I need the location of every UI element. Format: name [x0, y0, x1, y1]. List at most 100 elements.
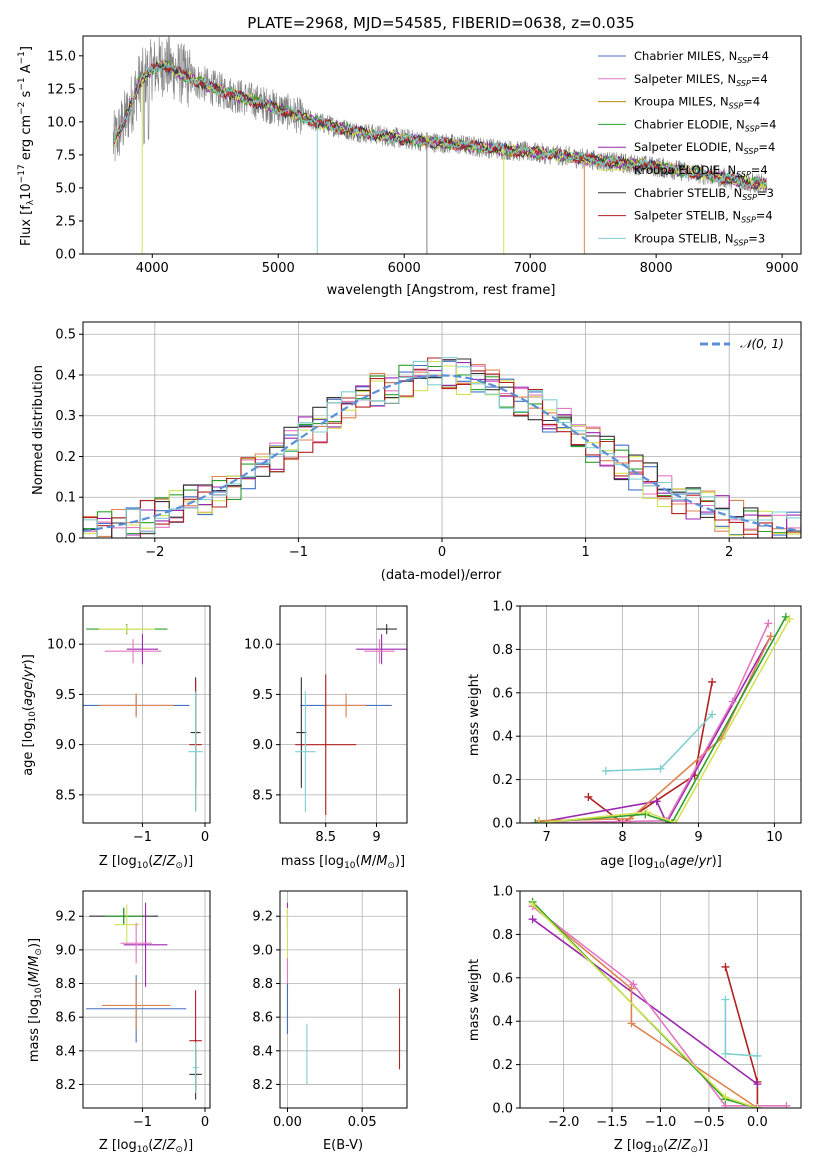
- weight-marker: [584, 792, 593, 801]
- residuals-ytick-label: 0.4: [55, 368, 76, 383]
- spectrum-ytick-label: 15.0: [47, 49, 76, 64]
- weight-vs-age-ytick-label: 0.2: [492, 773, 513, 788]
- age-vs-Z-xtick-label: −1: [133, 830, 152, 845]
- spectrum-xtick-label: 6000: [388, 261, 421, 276]
- age-vs-Z-xtick-label: 0: [201, 830, 209, 845]
- spectrum-model-line: [114, 61, 767, 190]
- ageZ-xlabel: Z [log10(Z/Z⊙)]: [99, 854, 193, 871]
- weight-marker: [782, 1101, 791, 1108]
- spectrum-ytick-label: 7.5: [55, 148, 76, 163]
- mass-vs-ebv-ytick-label: 8.2: [252, 1078, 273, 1093]
- spectrum-title: PLATE=2968, MJD=54585, FIBERID=0638, z=0…: [247, 14, 634, 32]
- legend-label: Salpeter STELIB, NSSP=4: [634, 209, 773, 225]
- residuals-legend: 𝒩(0, 1): [700, 337, 784, 351]
- spectrum-xtick-label: 8000: [640, 261, 673, 276]
- weight-vs-age-xtick-label: 10: [766, 830, 783, 845]
- wage-ylabel: mass weight: [467, 674, 482, 756]
- legend-label: Salpeter MILES, NSSP=4: [634, 72, 768, 88]
- residuals-xtick-label: −1: [289, 545, 308, 560]
- spectrum-ytick-label: 2.5: [55, 214, 76, 229]
- ageZ-ylabel: age [log10(age/yr)]: [21, 654, 38, 776]
- age-vs-mass-points: [295, 624, 407, 815]
- wZ-xlabel: Z [log10(Z/Z⊙)]: [614, 1138, 708, 1155]
- mass-vs-ebv-ytick-label: 9.0: [252, 943, 273, 958]
- weight-marker: [601, 766, 610, 775]
- weight-vs-Z-ytick-label: 0.2: [492, 1058, 513, 1073]
- residuals-ytick-label: 0.2: [55, 450, 76, 465]
- age-vs-Z-ytick-label: 9.5: [55, 688, 76, 703]
- spectrum-model-line: [114, 60, 767, 190]
- age-vs-mass-xtick-label: 9: [372, 830, 380, 845]
- mass-vs-ebv-points: [286, 902, 401, 1085]
- mass-vs-Z-xtick-label: 0: [201, 1115, 209, 1130]
- age-vs-mass-xtick-label: 8.5: [315, 830, 336, 845]
- mass-vs-Z-ytick-label: 8.8: [55, 977, 76, 992]
- mass-vs-Z-ytick-label: 8.4: [55, 1044, 76, 1059]
- mass-vs-ebv-frame: [279, 890, 408, 1109]
- legend-label: Chabrier MILES, NSSP=4: [634, 49, 769, 65]
- mass-vs-Z-xtick-label: −1: [133, 1115, 152, 1130]
- mass-vs-ebv-ytick-label: 9.2: [252, 910, 273, 925]
- weight-marker: [627, 984, 636, 993]
- spectrum-ylabel: Flux [fλ10−17 erg cm−2 s−1 A−1]: [17, 46, 36, 246]
- weight-line: [532, 918, 758, 1085]
- weight-vs-Z-xtick-label: 0.0: [747, 1115, 768, 1130]
- weight-marker: [753, 1051, 762, 1060]
- spectrum-ytick-label: 0.0: [55, 248, 76, 263]
- weight-line: [532, 905, 787, 1107]
- weight-vs-age-xtick-label: 7: [542, 830, 550, 845]
- mass-vs-ebv-xtick-label: 0.00: [273, 1115, 302, 1130]
- age-vs-mass-ytick-label: 9.0: [252, 738, 273, 753]
- weight-vs-Z-xtick-label: −1.0: [645, 1115, 677, 1130]
- weight-vs-age-ytick-label: 0.6: [492, 686, 513, 701]
- weight-marker: [528, 915, 537, 924]
- wZ-ylabel: mass weight: [467, 959, 482, 1041]
- weight-marker: [531, 819, 540, 823]
- weight-line: [724, 966, 759, 1108]
- weight-vs-age-ytick-label: 1.0: [492, 600, 513, 615]
- residual-hist-line: [83, 357, 801, 538]
- weight-vs-Z-xtick-label: −2.0: [548, 1115, 580, 1130]
- grid-lines: [83, 322, 801, 1109]
- residuals-xtick-label: −2: [145, 545, 164, 560]
- weight-marker: [642, 808, 651, 817]
- legend-label: Kroupa ELODIE, NSSP=4: [634, 163, 768, 179]
- age-vs-mass-ytick-label: 8.5: [252, 788, 273, 803]
- weight-marker: [667, 819, 676, 823]
- weight-vs-Z-ytick-label: 0.6: [492, 971, 513, 986]
- legend-label: Salpeter ELODIE, NSSP=4: [634, 140, 775, 156]
- weight-marker: [627, 1019, 636, 1028]
- weight-marker: [721, 962, 730, 971]
- residuals-ylabel: Normed distribution: [31, 365, 46, 495]
- data-marks: [83, 36, 801, 1108]
- weight-marker: [764, 619, 773, 628]
- spectrum-ytick-label: 10.0: [47, 115, 76, 130]
- weight-marker: [656, 764, 665, 773]
- weight-marker: [728, 697, 737, 706]
- residuals-xtick-label: 0: [438, 545, 446, 560]
- age-vs-Z-ytick-label: 9.0: [55, 738, 76, 753]
- weight-marker: [528, 900, 537, 909]
- weight-vs-age-xtick-label: 9: [694, 830, 702, 845]
- residuals-xlabel: (data-model)/error: [381, 568, 502, 583]
- residuals-xtick-label: 1: [581, 545, 589, 560]
- weight-marker: [708, 677, 717, 686]
- weight-vs-Z-xtick-label: −0.5: [693, 1115, 725, 1130]
- age-vs-Z-frame: [82, 605, 211, 824]
- weight-marker: [753, 1080, 762, 1089]
- weight-vs-Z-ytick-label: 0.8: [492, 928, 513, 943]
- spectrum-lines: [112, 36, 768, 254]
- mass-vs-Z-ytick-label: 9.0: [55, 943, 76, 958]
- legend-label: Kroupa MILES, NSSP=4: [634, 95, 760, 111]
- massZ-xlabel: Z [log10(Z/Z⊙)]: [99, 1138, 193, 1155]
- weight-line: [724, 999, 758, 1057]
- age-vs-Z-ytick-label: 10.0: [47, 638, 76, 653]
- spectrum-xlabel: wavelength [Angstrom, rest frame]: [327, 283, 556, 298]
- weight-vs-age-frame: [519, 605, 802, 824]
- weight-vs-age-lines: [531, 612, 794, 823]
- mass-vs-ebv-ytick-label: 8.8: [252, 977, 273, 992]
- residuals-ytick-label: 0.3: [55, 409, 76, 424]
- weight-vs-Z-lines: [528, 897, 791, 1108]
- spectrum-xtick-label: 7000: [514, 261, 547, 276]
